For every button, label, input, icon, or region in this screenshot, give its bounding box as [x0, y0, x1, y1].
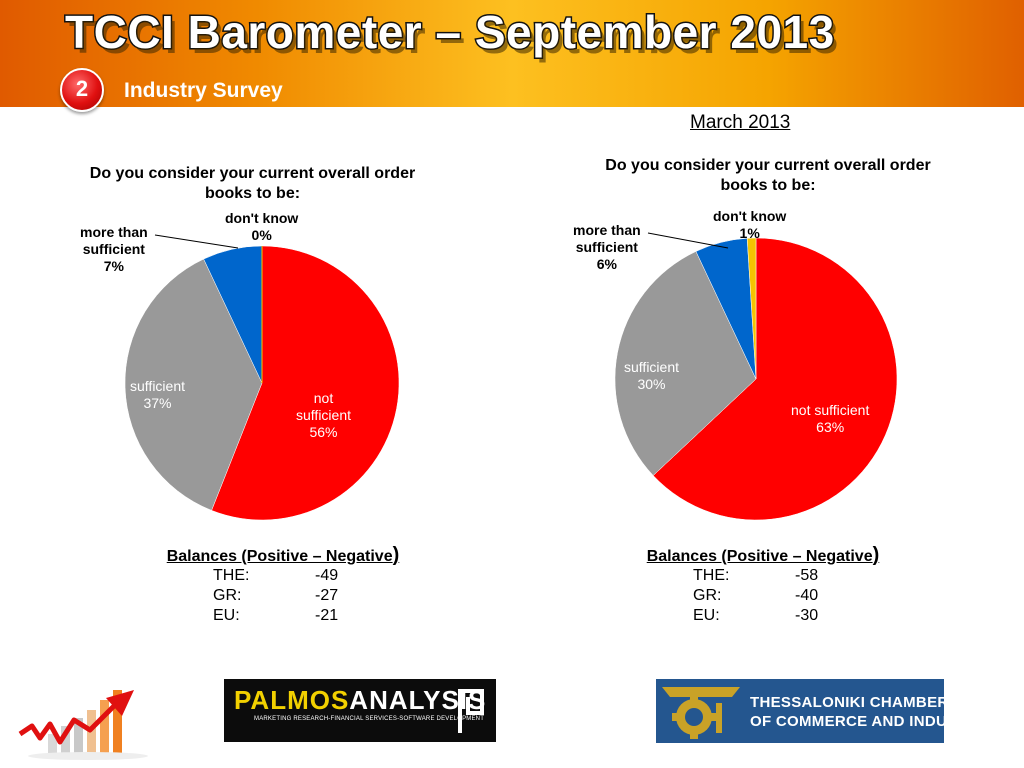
balance-row: GR: -27: [213, 587, 339, 604]
chart-date-right: March 2013: [690, 112, 791, 133]
section-number-badge: 2: [60, 68, 104, 112]
slice-label-more-than-sufficient-right: more than sufficient 6%: [573, 222, 641, 272]
slice-label-sufficient-left: sufficient 37%: [130, 378, 185, 411]
balances-title-right: Balances (Positive – Negative): [646, 544, 880, 566]
slice-label-dont-know-right: don't know 1%: [713, 208, 787, 241]
chart-title-left: Do you consider your current overall ord…: [89, 165, 416, 202]
slice-label-dont-know-left: don't know 0%: [225, 210, 299, 243]
leader-line-more-than-sufficient-right: [647, 232, 729, 249]
slice-label-not-sufficient-right: not sufficient 63%: [791, 402, 870, 435]
slice-label-more-than-sufficient-left: more than sufficient 7%: [80, 224, 148, 274]
balance-row: THE: -58: [693, 567, 819, 584]
section-title: Industry Survey: [124, 79, 283, 102]
tcci-logo: THESSALONIKI CHAMBER OF COMMERCE AND IND…: [656, 679, 987, 743]
page-title: TCCI Barometer – September 2013: [64, 5, 836, 60]
balance-row: THE: -49: [213, 567, 339, 584]
tcci-gear-emblem-icon: [662, 687, 740, 739]
pie-chart-right: [614, 237, 898, 521]
growth-arrow-chart-icon: [18, 676, 160, 760]
balance-row: GR: -40: [693, 587, 819, 604]
slice-label-not-sufficient-left: not sufficient 56%: [296, 390, 351, 440]
palmos-name: PALMOSANALYSIS: [234, 685, 487, 715]
tcci-name: THESSALONIKI CHAMBER OF COMMERCE AND IND…: [750, 694, 988, 730]
balances-left: Balances (Positive – Negative) THE: -49 G…: [153, 544, 413, 627]
chart-title-right: Do you consider your current overall ord…: [605, 157, 931, 194]
pie-slice-sufficient: [614, 251, 757, 476]
slice-label-sufficient-right: sufficient 30%: [624, 359, 679, 392]
balance-row: EU: -30: [693, 607, 819, 624]
pie-slice-don-t-know: [746, 237, 757, 380]
balances-title-left: Balances (Positive – Negative): [166, 544, 400, 566]
header-banner: TCCI Barometer – September 2013 2 Indust…: [0, 0, 1024, 112]
leader-line-more-than-sufficient-left: [154, 234, 239, 249]
pie-slice-sufficient: [124, 258, 263, 511]
palmos-p-mark-icon: [458, 689, 484, 733]
pie-slice-not-sufficient: [211, 245, 400, 521]
balance-row: EU: -21: [213, 607, 339, 624]
palmos-tagline: MARKETING RESEARCH-FINANCIAL SERVICES-SO…: [254, 716, 485, 722]
palmos-analysis-logo: PALMOSANALYSIS MARKETING RESEARCH-FINANC…: [224, 679, 496, 742]
pie-chart-left: [124, 245, 400, 521]
pie-slice-not-sufficient: [652, 237, 898, 521]
balances-right: Balances (Positive – Negative) THE: -58 G…: [633, 544, 893, 627]
